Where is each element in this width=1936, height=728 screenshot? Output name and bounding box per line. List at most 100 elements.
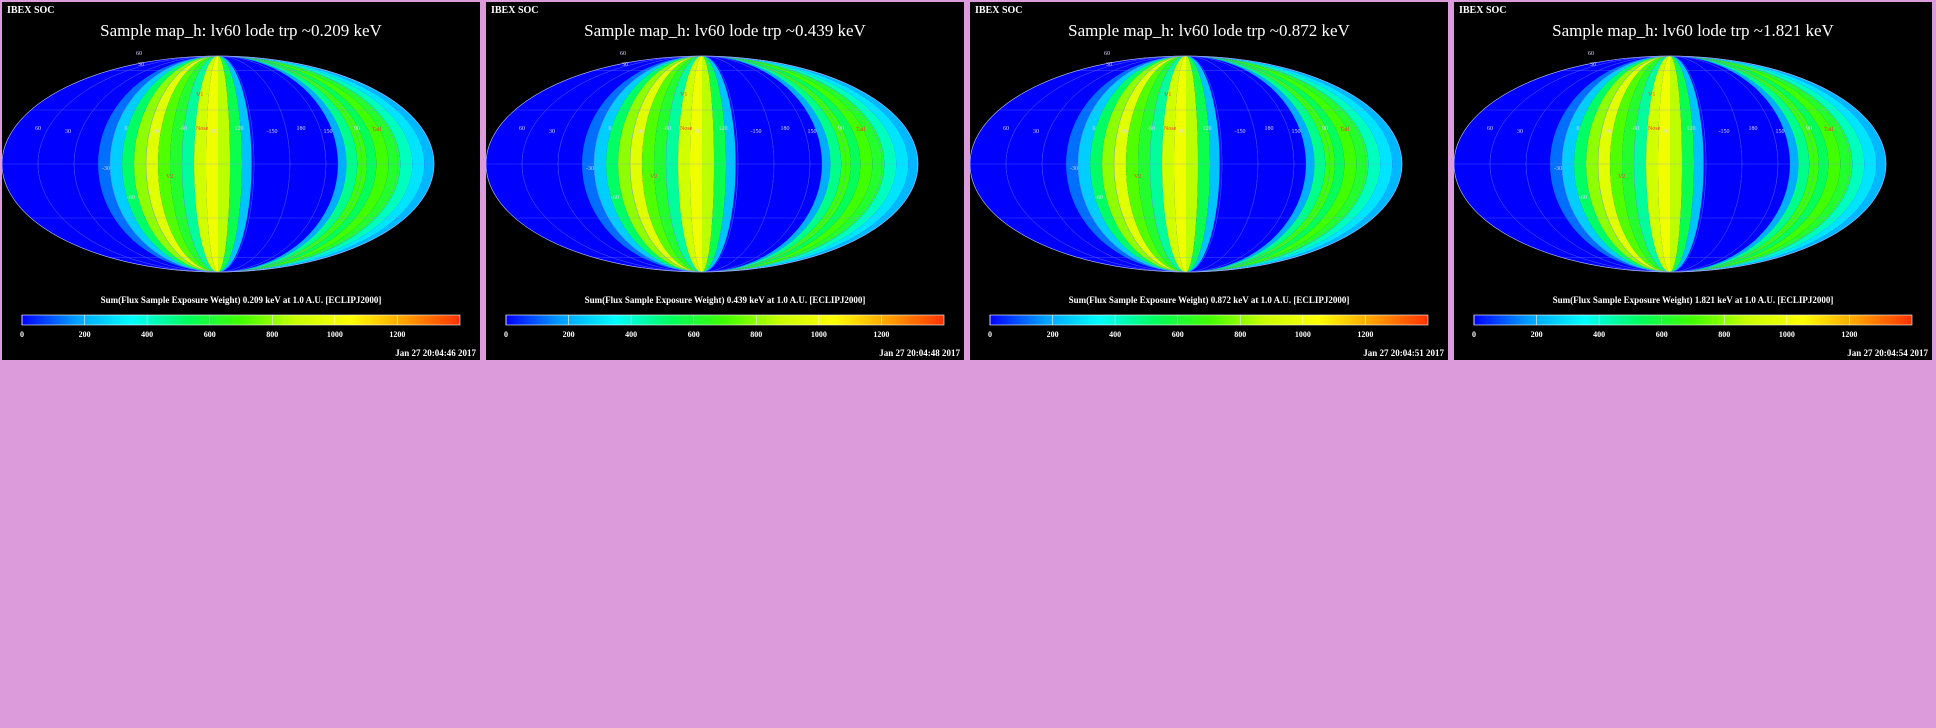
lon-tick-label: 60 bbox=[1487, 126, 1493, 132]
colorbar-tick-label: 800 bbox=[1234, 330, 1246, 339]
colorbar-tick-label: 600 bbox=[1172, 330, 1184, 339]
lon-tick-label: -150 bbox=[1235, 129, 1246, 135]
lon-tick-label: 60 bbox=[35, 126, 41, 132]
lon-tick-label: 90 bbox=[354, 126, 360, 132]
lon-tick-label: 90 bbox=[1806, 126, 1812, 132]
sky-map-plot: 60 30 0 -30 -60 -90 120 -150 180 150 90 30 60 -30 -60 V… bbox=[2, 51, 461, 339]
colorbar bbox=[989, 314, 1429, 326]
colorbar bbox=[505, 314, 945, 326]
lon-tick-label: -30 bbox=[635, 129, 643, 135]
marker-label: V2 bbox=[1618, 174, 1625, 180]
colorbar-tick-label: 800 bbox=[266, 330, 278, 339]
sky-map-panel: IBEX SOC Sample map_h: lv60 lode trp ~0.… bbox=[970, 2, 1448, 360]
lon-tick-label: -30 bbox=[151, 129, 159, 135]
colorbar-tick-label: 600 bbox=[688, 330, 700, 339]
colorbar-label: Sum(Flux Sample Exposure Weight) 0.209 k… bbox=[100, 295, 382, 305]
lon-tick-label: 30 bbox=[549, 129, 555, 135]
lon-tick-label: 30 bbox=[65, 129, 71, 135]
colorbar-tick-label: 800 bbox=[1718, 330, 1730, 339]
marker-label: V1 bbox=[1164, 92, 1171, 98]
lat-tick-label: -30 bbox=[1554, 166, 1562, 172]
colorbar-label: Sum(Flux Sample Exposure Weight) 0.439 k… bbox=[584, 295, 866, 305]
colorbar-tick-label: 1000 bbox=[811, 330, 827, 339]
chart-title: Sample map_h: lv60 lode trp ~0.439 keV bbox=[584, 21, 866, 40]
chart-title: Sample map_h: lv60 lode trp ~0.872 keV bbox=[1068, 21, 1350, 40]
lat-tick-label: -30 bbox=[586, 166, 594, 172]
lon-tick-label: -150 bbox=[751, 129, 762, 135]
colorbar-tick-label: 1000 bbox=[1779, 330, 1795, 339]
marker-label: Nose bbox=[680, 126, 693, 132]
lat-tick-label: -60 bbox=[611, 195, 619, 201]
lon-tick-label: 120 bbox=[719, 126, 728, 132]
lon-tick-label: 120 bbox=[235, 126, 244, 132]
lon-tick-label: 150 bbox=[808, 129, 817, 135]
sky-map-plot: 60 30 0 -30 -60 -90 120 -150 180 150 90 30 60 -30 -60 V… bbox=[970, 51, 1429, 339]
sky-map-plot: 60 30 0 -30 -60 -90 120 -150 180 150 90 30 60 -30 -60 V… bbox=[486, 51, 945, 339]
colorbar-tick-label: 200 bbox=[1047, 330, 1059, 339]
lon-tick-label: 150 bbox=[1292, 129, 1301, 135]
lat-tick-label: 30 bbox=[1106, 62, 1112, 68]
lon-tick-label: 0 bbox=[1093, 126, 1096, 132]
sky-outline bbox=[2, 55, 435, 273]
lon-tick-label: 0 bbox=[609, 126, 612, 132]
colorbar-tick-label: 200 bbox=[1531, 330, 1543, 339]
lon-tick-label: 120 bbox=[1687, 126, 1696, 132]
marker-label: Tail bbox=[1824, 127, 1834, 133]
lon-tick-label: -90 bbox=[694, 129, 702, 135]
lon-tick-label: -90 bbox=[210, 129, 218, 135]
lat-tick-label: -60 bbox=[1579, 195, 1587, 201]
lon-tick-label: -60 bbox=[1631, 126, 1639, 132]
lon-tick-label: 150 bbox=[324, 129, 333, 135]
lon-tick-label: 180 bbox=[781, 126, 790, 132]
colorbar-tick-label: 1200 bbox=[873, 330, 889, 339]
marker-label: Nose bbox=[1648, 126, 1661, 132]
colorbar-tick-label: 0 bbox=[988, 330, 992, 339]
lon-tick-label: 180 bbox=[1265, 126, 1274, 132]
corner-label: IBEX SOC bbox=[1459, 5, 1507, 16]
sky-outline bbox=[970, 55, 1403, 273]
sky-outline bbox=[1454, 55, 1887, 273]
lat-tick-label: -30 bbox=[102, 166, 110, 172]
marker-label: Tail bbox=[372, 127, 382, 133]
lon-tick-label: 60 bbox=[519, 126, 525, 132]
chart-title: Sample map_h: lv60 lode trp ~0.209 keV bbox=[100, 21, 382, 40]
lon-tick-label: 120 bbox=[1203, 126, 1212, 132]
marker-label: Tail bbox=[1340, 127, 1350, 133]
colorbar-tick-label: 1200 bbox=[1357, 330, 1373, 339]
colorbar-label: Sum(Flux Sample Exposure Weight) 1.821 k… bbox=[1552, 295, 1834, 305]
colorbar-tick-label: 600 bbox=[204, 330, 216, 339]
colorbar-tick-label: 0 bbox=[504, 330, 508, 339]
sky-map-panel: IBEX SOC Sample map_h: lv60 lode trp ~1.… bbox=[1454, 2, 1932, 360]
lon-tick-label: 90 bbox=[1322, 126, 1328, 132]
timestamp: Jan 27 20:04:46 2017 bbox=[395, 348, 476, 358]
sky-map-panel: IBEX SOC Sample map_h: lv60 lode trp ~0.… bbox=[2, 2, 480, 360]
marker-label: Nose bbox=[1164, 126, 1177, 132]
colorbar-label: Sum(Flux Sample Exposure Weight) 0.872 k… bbox=[1068, 295, 1350, 305]
colorbar-tick-label: 800 bbox=[750, 330, 762, 339]
colorbar bbox=[21, 314, 461, 326]
colorbar-tick-label: 1000 bbox=[327, 330, 343, 339]
sky-map-panel: IBEX SOC Sample map_h: lv60 lode trp ~0.… bbox=[486, 2, 964, 360]
colorbar-tick-label: 400 bbox=[1109, 330, 1121, 339]
colorbar-tick-label: 200 bbox=[563, 330, 575, 339]
lon-tick-label: -60 bbox=[1147, 126, 1155, 132]
corner-label: IBEX SOC bbox=[975, 5, 1023, 16]
colorbar-tick-label: 1200 bbox=[389, 330, 405, 339]
lon-tick-label: -90 bbox=[1662, 129, 1670, 135]
colorbar-tick-label: 1200 bbox=[1841, 330, 1857, 339]
lon-tick-label: 0 bbox=[1577, 126, 1580, 132]
lon-tick-label: -60 bbox=[663, 126, 671, 132]
colorbar-tick-label: 400 bbox=[625, 330, 637, 339]
lon-tick-label: -30 bbox=[1119, 129, 1127, 135]
lat-tick-label: 60 bbox=[1104, 51, 1110, 57]
colorbar bbox=[1473, 314, 1913, 326]
colorbar-tick-label: 0 bbox=[1472, 330, 1476, 339]
colorbar-tick-label: 400 bbox=[141, 330, 153, 339]
lat-tick-label: 60 bbox=[136, 51, 142, 57]
colorbar-tick-label: 0 bbox=[20, 330, 24, 339]
chart-title: Sample map_h: lv60 lode trp ~1.821 keV bbox=[1552, 21, 1834, 40]
colorbar-tick-label: 200 bbox=[79, 330, 91, 339]
timestamp: Jan 27 20:04:54 2017 bbox=[1847, 348, 1928, 358]
corner-label: IBEX SOC bbox=[7, 5, 55, 16]
lon-tick-label: 90 bbox=[838, 126, 844, 132]
